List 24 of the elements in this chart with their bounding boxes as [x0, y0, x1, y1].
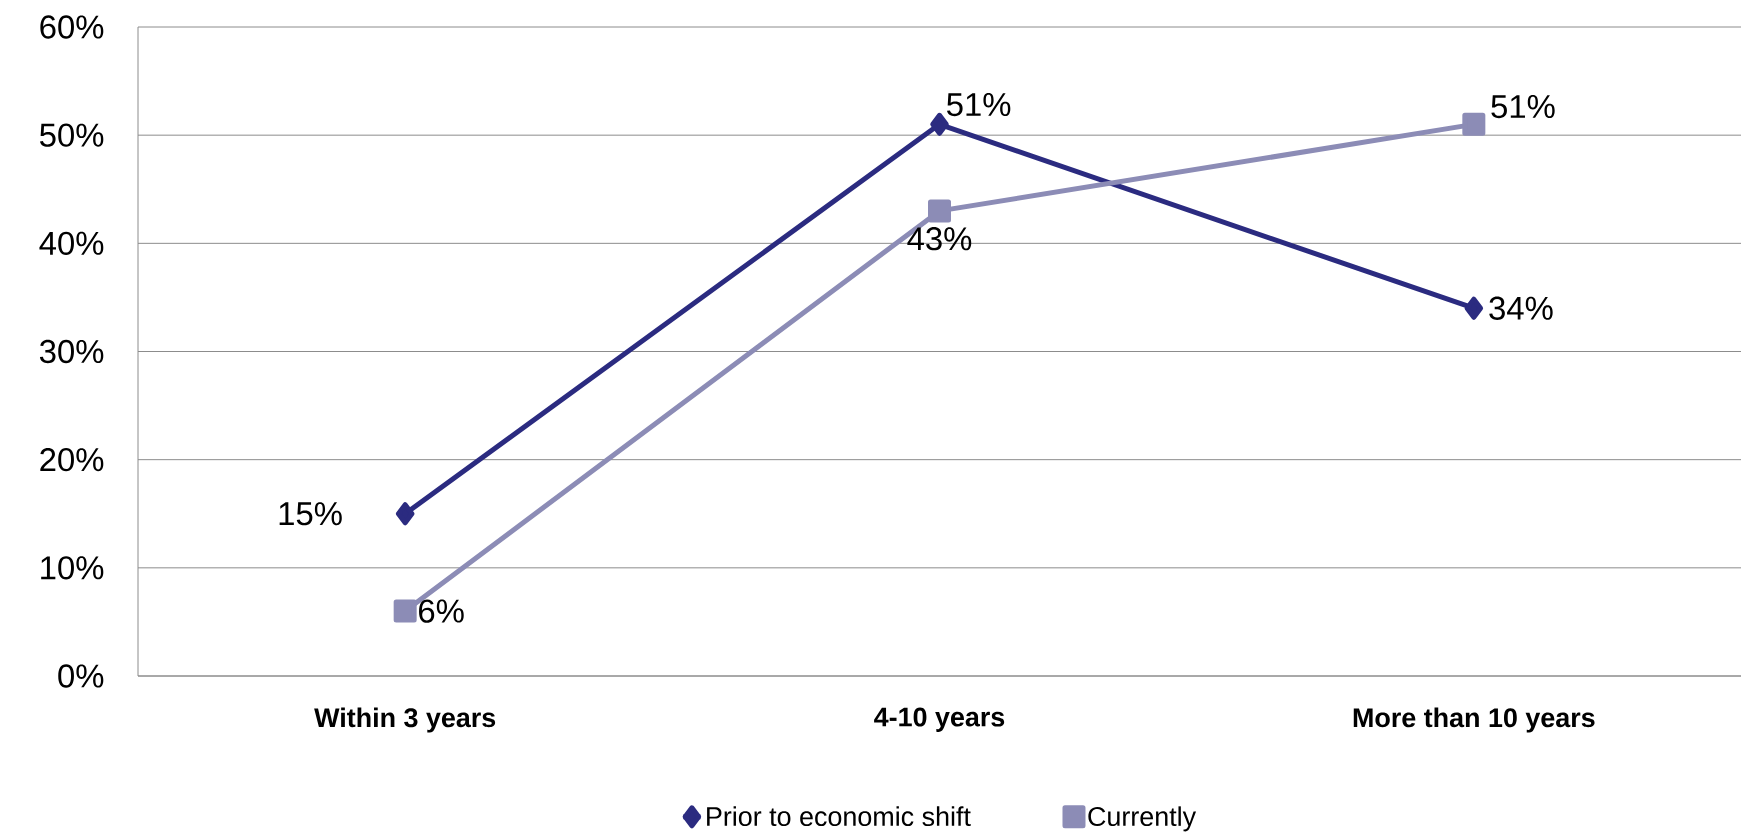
y-tick-label: 10% — [41, 556, 104, 580]
point — [393, 599, 417, 623]
point — [1464, 296, 1484, 320]
y-tick-label: 0% — [58, 664, 104, 688]
x-tick-label: More than 10 years — [1353, 707, 1595, 733]
data-label: 43% — [907, 227, 972, 251]
x-tick-label: 4-10 years — [874, 707, 1005, 732]
data-label: 15% — [279, 502, 342, 526]
point — [395, 502, 415, 526]
y-tick-label: 60% — [40, 15, 104, 39]
y-tick-label: 30% — [39, 339, 104, 364]
point — [1462, 112, 1486, 136]
y-tick-label: 40% — [39, 231, 104, 255]
y-tick-label: 50% — [39, 123, 104, 147]
legend-label: Currently — [1088, 806, 1197, 832]
point — [928, 199, 951, 223]
data-label: 51% — [1491, 95, 1555, 119]
data-label: 6% — [419, 599, 464, 623]
data-label: 51% — [947, 93, 1011, 117]
data-label: 34% — [1489, 296, 1553, 320]
x-tick-label: Within 3 years — [314, 707, 496, 733]
y-tick-label: 20% — [40, 448, 104, 472]
legend-label: Prior to economic shift — [707, 806, 971, 827]
point — [930, 112, 949, 136]
